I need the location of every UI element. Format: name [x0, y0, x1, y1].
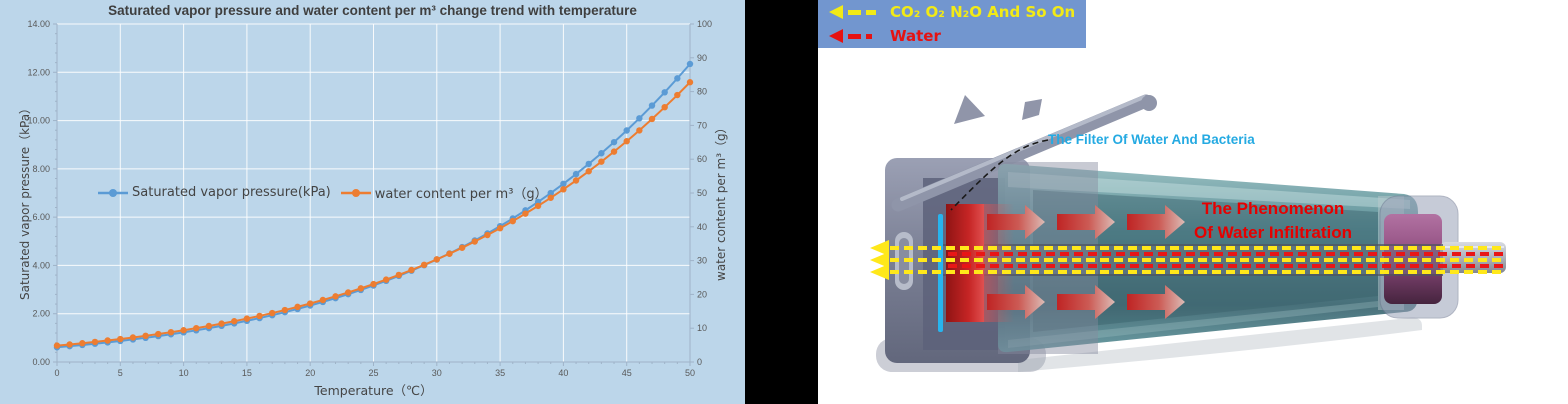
blue-line-marker-icon: [98, 188, 128, 197]
y-axis-left-title: Saturated vapor pressure（kPa）: [18, 101, 32, 301]
svg-text:5: 5: [118, 368, 123, 378]
gas-arrowhead-icon: [870, 240, 889, 256]
gas-legend-row-water: Water: [828, 25, 1086, 47]
x-axis-title: Temperature（℃）: [314, 383, 433, 398]
svg-text:70: 70: [697, 120, 707, 130]
legend-label-pressure: Saturated vapor pressure(kPa): [132, 185, 331, 200]
y-axis-right-title: water content per m³（g）: [714, 121, 728, 281]
filter-device-diagram: CO₂ O₂ N₂O And So On Water The Filter Of…: [818, 0, 1568, 404]
svg-text:80: 80: [697, 87, 707, 97]
svg-text:6.00: 6.00: [32, 212, 50, 222]
water-pressure-arrows: [987, 205, 1185, 319]
svg-text:50: 50: [697, 188, 707, 198]
clip-arm: [891, 94, 1157, 212]
svg-text:25: 25: [368, 368, 378, 378]
svg-text:10.00: 10.00: [27, 116, 50, 126]
chart-legend: Saturated vapor pressure(kPa) water cont…: [98, 183, 548, 202]
gas-legend-label-gases: CO₂ O₂ N₂O And So On: [890, 3, 1076, 21]
legend-item-water-content: water content per m³（g）: [340, 183, 548, 202]
svg-text:40: 40: [697, 222, 707, 232]
phenomenon-label: The Phenomenon Of Water Infiltration: [1184, 197, 1362, 245]
svg-text:90: 90: [697, 53, 707, 63]
gas-flow-dashes: [870, 240, 1506, 280]
filter-callout-label: The Filter Of Water And Bacteria: [1048, 132, 1255, 147]
chart-plot-area: 0.00 2.00 4.00 6.00 8.00 10.00 12.00 14.00 0 10 20…: [27, 19, 712, 378]
svg-text:35: 35: [495, 368, 505, 378]
svg-text:30: 30: [432, 368, 442, 378]
svg-text:0: 0: [697, 357, 702, 367]
svg-text:30: 30: [697, 256, 707, 266]
svg-text:4.00: 4.00: [32, 260, 50, 270]
gas-arrowhead-icon: [870, 264, 889, 280]
svg-text:40: 40: [558, 368, 568, 378]
gas-legend-label-water: Water: [890, 27, 941, 45]
chart-title: Saturated vapor pressure and water conte…: [108, 3, 637, 18]
panel-divider: [745, 0, 818, 404]
svg-text:10: 10: [179, 368, 189, 378]
svg-text:45: 45: [622, 368, 632, 378]
svg-text:8.00: 8.00: [32, 164, 50, 174]
phenomenon-label-line2: Of Water Infiltration: [1193, 223, 1353, 242]
svg-text:60: 60: [697, 154, 707, 164]
svg-text:50: 50: [685, 368, 695, 378]
svg-text:20: 20: [305, 368, 315, 378]
vapor-pressure-chart: 0.00 2.00 4.00 6.00 8.00 10.00 12.00 14.00 0 10 20…: [0, 0, 745, 404]
svg-text:100: 100: [697, 19, 712, 29]
gas-legend-row-gases: CO₂ O₂ N₂O And So On: [828, 1, 1086, 23]
svg-text:2.00: 2.00: [32, 309, 50, 319]
red-dashed-left-arrow-icon: [829, 29, 872, 43]
legend-item-pressure: Saturated vapor pressure(kPa): [98, 185, 331, 200]
svg-text:14.00: 14.00: [27, 19, 50, 29]
phenomenon-label-line1: The Phenomenon: [1201, 199, 1345, 218]
svg-text:10: 10: [697, 323, 707, 333]
svg-text:12.00: 12.00: [27, 67, 50, 77]
filter-device-illustration: [870, 94, 1506, 372]
svg-text:0: 0: [54, 368, 59, 378]
gas-arrowhead-icon: [870, 252, 889, 268]
orange-line-marker-icon: [340, 188, 371, 197]
svg-text:0.00: 0.00: [32, 357, 50, 367]
filter-label-leader-line: [950, 139, 1049, 211]
svg-text:20: 20: [697, 289, 707, 299]
svg-text:15: 15: [242, 368, 252, 378]
legend-label-water-content: water content per m³（g）: [374, 187, 548, 202]
water-flow-dashes: [948, 252, 1506, 268]
gas-legend-box: CO₂ O₂ N₂O And So On Water: [818, 0, 1086, 48]
yellow-dashed-left-arrow-icon: [829, 5, 876, 19]
